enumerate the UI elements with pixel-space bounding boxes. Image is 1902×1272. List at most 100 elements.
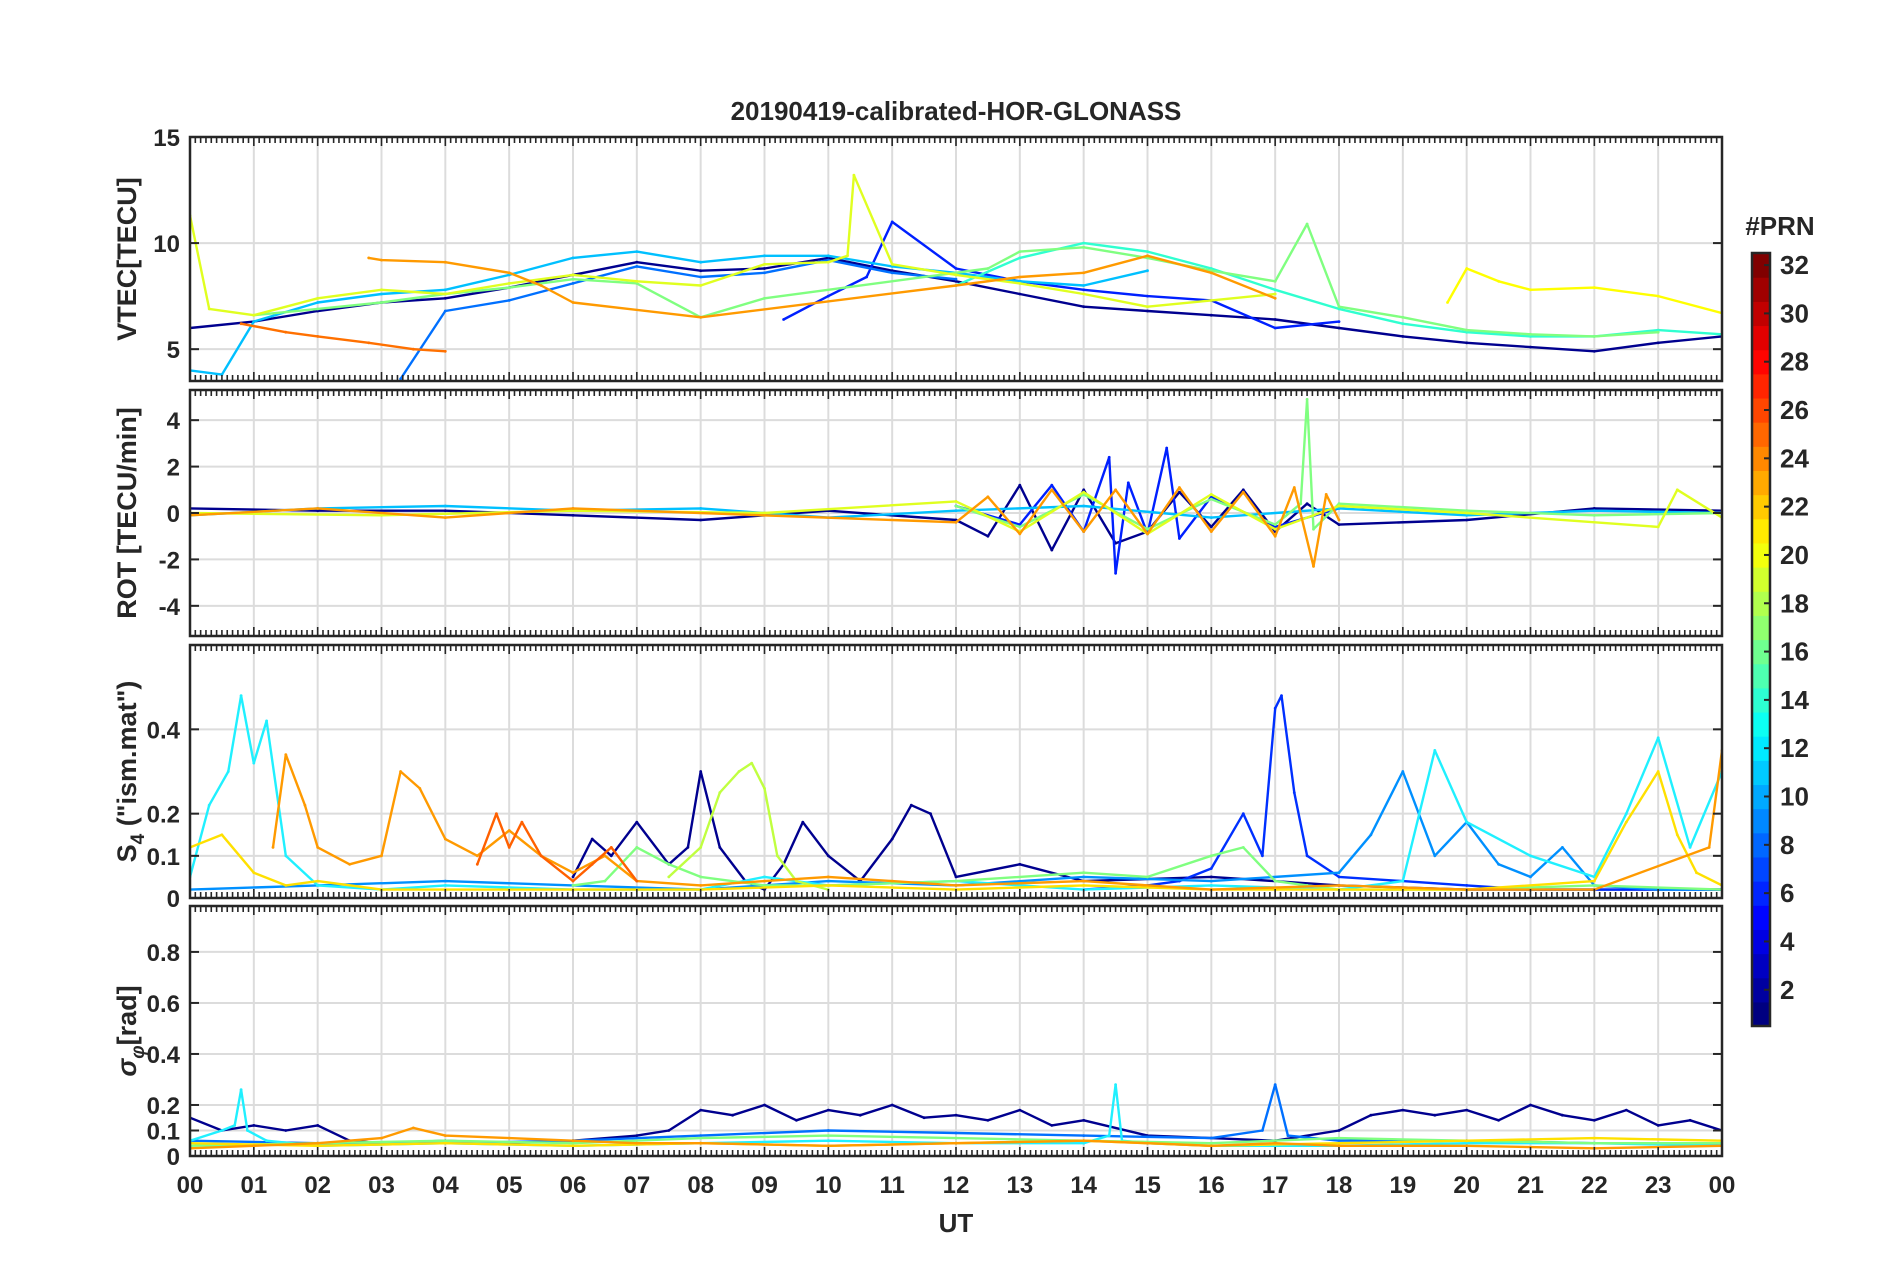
data-point-prn-14 [1082,241,1086,245]
data-point-prn-1 [1018,292,1022,296]
colorbar-tick-label: 18 [1780,588,1809,618]
data-point-prn-4 [1337,320,1341,323]
data-point-prn-13 [1656,736,1660,740]
data-point-prn-13 [1688,846,1692,849]
data-point-prn-24 [239,322,243,326]
colorbar-segment [1752,301,1770,327]
data-point-prn-4 [1107,455,1111,459]
data-point-prn-21 [1624,820,1628,824]
series-line-prn-16 [253,222,1659,338]
x-tick-label: 03 [368,1172,395,1199]
data-point-prn-10 [1369,833,1373,837]
data-point-prn-20 [1497,279,1500,283]
data-point-prn-1 [284,1129,288,1132]
data-point-prn-16 [1465,509,1469,513]
data-point-prn-16 [1241,846,1245,849]
data-point-prn-4 [1126,481,1130,485]
data-point-prn-1 [1592,507,1596,510]
data-point-prn-1 [801,820,805,824]
data-point-prn-16 [763,296,766,300]
data-point-prn-19 [207,307,211,311]
data-point-prn-1 [1082,305,1086,309]
x-tick-label: 08 [687,1172,714,1199]
data-point-prn-25 [609,846,613,849]
colorbar-segment [1752,856,1770,882]
data-point-prn-25 [539,854,543,858]
data-point-prn-19 [1082,490,1086,494]
data-point-prn-4 [1337,875,1341,879]
data-point-prn-14 [1209,267,1213,270]
data-point-prn-16 [1592,884,1596,887]
data-point-prn-23 [1324,493,1328,496]
data-point-prn-18 [775,854,779,858]
colorbar-segment [1752,808,1770,834]
x-tick-label: 18 [1326,1172,1353,1199]
data-point-prn-23 [571,1139,575,1143]
data-point-prn-23 [1018,532,1022,536]
data-point-prn-23 [571,507,575,510]
colorbar-segment [1752,277,1770,302]
data-point-prn-23 [1209,530,1213,533]
data-point-prn-14 [1465,330,1469,334]
data-point-prn-13 [1082,1141,1086,1145]
data-point-prn-16 [1299,502,1303,506]
data-point-prn-12 [1592,509,1596,513]
data-point-prn-23 [418,787,422,790]
data-point-prn-16 [1273,879,1277,883]
data-point-prn-12 [635,250,639,254]
colorbar-tick-label: 24 [1780,443,1809,473]
colorbar-segment [1752,591,1770,616]
data-point-prn-23 [1273,534,1277,538]
data-point-prn-1 [1337,523,1341,526]
data-point-prn-16 [763,884,766,887]
x-tick-label: 02 [304,1172,331,1199]
data-point-prn-24 [284,330,288,334]
data-point-prn-10 [1433,854,1437,858]
colorbar-segment [1752,687,1770,713]
series-line-prn-19 [190,173,1276,317]
data-point-prn-4 [1114,571,1117,575]
data-point-prn-16 [1592,1141,1596,1145]
y-tick-label: -2 [159,547,180,574]
data-point-prn-23 [507,829,511,832]
data-point-prn-16 [1018,250,1022,254]
data-point-prn-8 [635,265,639,268]
data-point-prn-1 [954,875,958,879]
data-point-prn-1 [1209,525,1213,529]
colorbar-segment [1752,518,1770,544]
data-point-prn-1 [826,854,830,858]
data-point-prn-18 [737,770,741,773]
colorbar-segment [1752,929,1770,955]
data-point-prn-24 [443,349,447,353]
data-point-prn-16 [954,504,958,508]
data-point-prn-16 [826,1134,830,1137]
data-point-prn-1 [795,1118,798,1122]
data-point-prn-19 [1465,511,1469,515]
data-point-prn-13 [1529,854,1532,858]
data-point-prn-1 [1433,1113,1437,1117]
data-point-prn-23 [348,862,351,866]
data-point-prn-1 [858,1113,862,1117]
x-tick-label: 12 [943,1172,970,1199]
data-point-prn-19 [846,254,849,258]
data-point-prn-1 [1209,313,1213,317]
data-point-prn-4 [1305,854,1309,858]
data-point-prn-23 [412,1126,415,1130]
data-point-prn-8 [399,377,402,381]
data-point-prn-13 [1114,1083,1117,1086]
data-point-prn-23 [1018,275,1022,279]
data-point-prn-16 [443,1139,447,1143]
data-point-prn-8 [507,299,511,302]
data-point-prn-21 [1656,770,1660,773]
data-point-prn-1 [1018,862,1022,866]
data-point-prn-23 [1337,1144,1341,1148]
data-point-prn-16 [1337,502,1341,506]
data-point-prn-16 [1592,513,1596,517]
colorbar-segment [1752,736,1770,761]
data-point-prn-16 [1273,523,1277,526]
series-line-prn-18 [667,761,829,891]
data-point-prn-1 [699,269,703,273]
